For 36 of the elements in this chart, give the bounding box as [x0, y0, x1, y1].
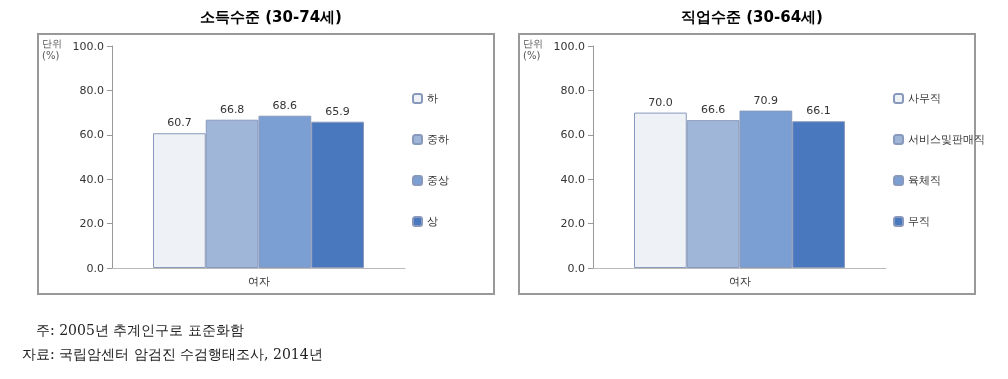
y-tick-label: 20.0	[79, 217, 104, 231]
y-tick-label: 0.0	[86, 261, 104, 275]
x-tick-label: 여자	[247, 275, 270, 288]
legend-label: 하	[427, 92, 438, 105]
legend-label: 중상	[427, 174, 449, 187]
y-tick-label: 0.0	[567, 261, 585, 275]
legend-label: 육체직	[908, 174, 941, 187]
y-tick-label: 60.0	[560, 128, 585, 142]
y-axis-title: 단위 (%)	[42, 37, 62, 61]
text: 자료: 국립암센터 암검진 수검행태조사, 2014년	[22, 345, 323, 364]
chart-title: 소득수준 (30-74세)	[200, 7, 342, 26]
y-tick-label: 40.0	[560, 172, 585, 186]
text: 주: 2005년 추계인구로 표준화함	[35, 321, 245, 340]
y-tick-label: 80.0	[560, 83, 585, 97]
legend-label: 무직	[908, 215, 930, 228]
y-tick-label: 100.0	[72, 39, 104, 53]
legend-label: 서비스및판매직	[908, 133, 985, 146]
data-label: 65.9	[325, 104, 350, 118]
y-axis-title: 단위 (%)	[523, 37, 543, 61]
y-tick-label: 40.0	[79, 172, 104, 186]
data-label: 70.9	[753, 93, 779, 107]
y-tick-label: 60.0	[79, 128, 104, 142]
data-label: 66.6	[700, 103, 726, 117]
y-tick-label: 20.0	[560, 217, 585, 231]
legend-label: 상	[427, 215, 438, 228]
chart-title: 직업수준 (30-64세)	[681, 7, 823, 26]
data-label: 70.0	[648, 95, 673, 109]
data-label: 68.6	[272, 98, 298, 112]
data-label: 60.7	[167, 116, 192, 130]
legend-label: 중하	[427, 133, 449, 146]
y-tick-label: 100.0	[553, 39, 585, 53]
data-label: 66.8	[219, 102, 245, 116]
y-tick-label: 80.0	[79, 83, 104, 97]
x-tick-label: 여자	[728, 275, 751, 288]
legend-label: 사무직	[908, 92, 941, 105]
data-label: 66.1	[806, 104, 831, 118]
